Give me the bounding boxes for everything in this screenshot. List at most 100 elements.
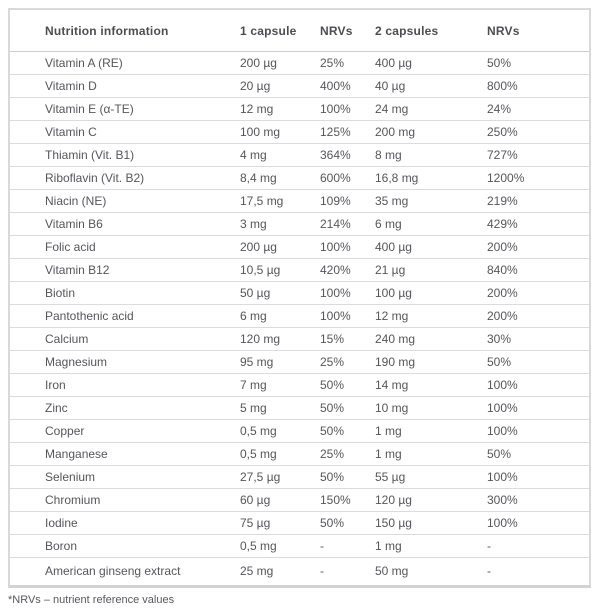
cell-1-capsule-amount: 5 mg xyxy=(240,401,267,415)
cell-2-capsules-amount: 6 mg xyxy=(375,217,402,231)
table-row: Vitamin D 20 µg 400% 40 µg 800% xyxy=(10,75,589,98)
table-row: American ginseng extract 25 mg - 50 mg - xyxy=(10,558,589,589)
cell-2-capsules-nrv: 200% xyxy=(487,286,518,300)
cell-nutrient-name: Pantothenic acid xyxy=(45,309,134,323)
cell-1-capsule-amount: 120 mg xyxy=(240,332,281,346)
cell-2-capsules-amount: 100 µg xyxy=(375,286,412,300)
cell-1-capsule-nrv: 100% xyxy=(320,309,351,323)
table-row: Vitamin E (α-TE) 12 mg 100% 24 mg 24% xyxy=(10,98,589,121)
cell-2-capsules-nrv: 200% xyxy=(487,240,518,254)
cell-1-capsule-nrv: 50% xyxy=(320,378,345,392)
cell-2-capsules-amount: 1 mg xyxy=(375,424,402,438)
cell-nutrient-name: Niacin (NE) xyxy=(45,194,107,208)
cell-1-capsule-nrv: 150% xyxy=(320,493,351,507)
nrvs-footnote: *NRVs – nutrient reference values xyxy=(8,594,175,606)
table-row: Biotin 50 µg 100% 100 µg 200% xyxy=(10,282,589,305)
cell-2-capsules-nrv: 100% xyxy=(487,516,518,530)
table-row: Iodine 75 µg 50% 150 µg 100% xyxy=(10,512,589,535)
cell-1-capsule-amount: 12 mg xyxy=(240,102,274,116)
cell-2-capsules-amount: 14 mg xyxy=(375,378,409,392)
table-header-row: Nutrition information 1 capsule NRVs 2 c… xyxy=(10,10,589,52)
cell-2-capsules-amount: 16,8 mg xyxy=(375,171,419,185)
cell-2-capsules-amount: 1 mg xyxy=(375,447,402,461)
cell-2-capsules-nrv: 250% xyxy=(487,125,518,139)
table-row: Iron 7 mg 50% 14 mg 100% xyxy=(10,374,589,397)
cell-1-capsule-nrv: 100% xyxy=(320,102,351,116)
cell-2-capsules-nrv: - xyxy=(487,539,491,553)
cell-2-capsules-amount: 190 mg xyxy=(375,355,416,369)
table-row: Thiamin (Vit. B1) 4 mg 364% 8 mg 727% xyxy=(10,144,589,167)
cell-1-capsule-nrv: 400% xyxy=(320,79,351,93)
cell-nutrient-name: Iron xyxy=(45,378,66,392)
cell-nutrient-name: Biotin xyxy=(45,286,76,300)
cell-2-capsules-nrv: 200% xyxy=(487,309,518,323)
header-nutrition-information: Nutrition information xyxy=(45,23,169,38)
table-row: Chromium 60 µg 150% 120 µg 300% xyxy=(10,489,589,512)
cell-nutrient-name: Vitamin B12 xyxy=(45,263,110,277)
cell-2-capsules-amount: 1 mg xyxy=(375,539,402,553)
cell-1-capsule-amount: 100 mg xyxy=(240,125,281,139)
cell-1-capsule-amount: 10,5 µg xyxy=(240,263,281,277)
cell-1-capsule-nrv: 100% xyxy=(320,240,351,254)
table-row: Zinc 5 mg 50% 10 mg 100% xyxy=(10,397,589,420)
cell-1-capsule-nrv: 109% xyxy=(320,194,351,208)
cell-1-capsule-amount: 50 µg xyxy=(240,286,271,300)
table-row: Calcium 120 mg 15% 240 mg 30% xyxy=(10,328,589,351)
cell-2-capsules-amount: 24 mg xyxy=(375,102,409,116)
cell-nutrient-name: Boron xyxy=(45,539,78,553)
cell-1-capsule-amount: 25 mg xyxy=(240,563,274,578)
cell-nutrient-name: Calcium xyxy=(45,332,89,346)
cell-1-capsule-amount: 200 µg xyxy=(240,56,277,70)
cell-2-capsules-amount: 400 µg xyxy=(375,240,412,254)
cell-2-capsules-nrv: 50% xyxy=(487,355,512,369)
cell-nutrient-name: Vitamin C xyxy=(45,125,97,139)
cell-1-capsule-nrv: 364% xyxy=(320,148,351,162)
cell-1-capsule-amount: 8,4 mg xyxy=(240,171,277,185)
cell-1-capsule-nrv: 25% xyxy=(320,355,345,369)
cell-nutrient-name: Riboflavin (Vit. B2) xyxy=(45,171,145,185)
cell-1-capsule-nrv: - xyxy=(320,539,324,553)
cell-1-capsule-nrv: 50% xyxy=(320,516,345,530)
cell-1-capsule-nrv: - xyxy=(320,563,324,578)
cell-2-capsules-amount: 240 mg xyxy=(375,332,416,346)
cell-2-capsules-nrv: 100% xyxy=(487,424,518,438)
cell-1-capsule-nrv: 100% xyxy=(320,286,351,300)
cell-2-capsules-nrv: 30% xyxy=(487,332,512,346)
cell-1-capsule-nrv: 50% xyxy=(320,401,345,415)
cell-1-capsule-nrv: 15% xyxy=(320,332,345,346)
table-row: Vitamin B12 10,5 µg 420% 21 µg 840% xyxy=(10,259,589,282)
table-row: Manganese 0,5 mg 25% 1 mg 50% xyxy=(10,443,589,466)
cell-2-capsules-amount: 35 mg xyxy=(375,194,409,208)
cell-1-capsule-amount: 20 µg xyxy=(240,79,271,93)
cell-2-capsules-nrv: 100% xyxy=(487,401,518,415)
cell-1-capsule-amount: 17,5 mg xyxy=(240,194,284,208)
table-row: Vitamin A (RE) 200 µg 25% 400 µg 50% xyxy=(10,52,589,75)
cell-nutrient-name: Thiamin (Vit. B1) xyxy=(45,148,135,162)
cell-1-capsule-amount: 95 mg xyxy=(240,355,274,369)
cell-2-capsules-amount: 400 µg xyxy=(375,56,412,70)
cell-2-capsules-amount: 55 µg xyxy=(375,470,406,484)
cell-2-capsules-nrv: 800% xyxy=(487,79,518,93)
cell-1-capsule-nrv: 25% xyxy=(320,447,345,461)
cell-2-capsules-amount: 200 mg xyxy=(375,125,416,139)
cell-2-capsules-nrv: 219% xyxy=(487,194,518,208)
header-2-capsules: 2 capsules xyxy=(375,23,439,38)
cell-1-capsule-amount: 60 µg xyxy=(240,493,271,507)
cell-nutrient-name: Folic acid xyxy=(45,240,96,254)
table-row: Vitamin B6 3 mg 214% 6 mg 429% xyxy=(10,213,589,236)
cell-2-capsules-amount: 120 µg xyxy=(375,493,412,507)
cell-nutrient-name: Manganese xyxy=(45,447,108,461)
cell-2-capsules-nrv: 24% xyxy=(487,102,512,116)
cell-2-capsules-amount: 12 mg xyxy=(375,309,409,323)
cell-nutrient-name: Vitamin E (α-TE) xyxy=(45,102,134,116)
cell-2-capsules-nrv: 727% xyxy=(487,148,518,162)
cell-1-capsule-amount: 0,5 mg xyxy=(240,424,277,438)
cell-1-capsule-nrv: 50% xyxy=(320,424,345,438)
table-body: Vitamin A (RE) 200 µg 25% 400 µg 50% Vit… xyxy=(10,52,589,589)
cell-2-capsules-amount: 40 µg xyxy=(375,79,406,93)
cell-1-capsule-nrv: 50% xyxy=(320,470,345,484)
cell-1-capsule-amount: 0,5 mg xyxy=(240,447,277,461)
cell-nutrient-name: Vitamin B6 xyxy=(45,217,103,231)
cell-2-capsules-nrv: 1200% xyxy=(487,171,525,185)
cell-nutrient-name: Zinc xyxy=(45,401,68,415)
